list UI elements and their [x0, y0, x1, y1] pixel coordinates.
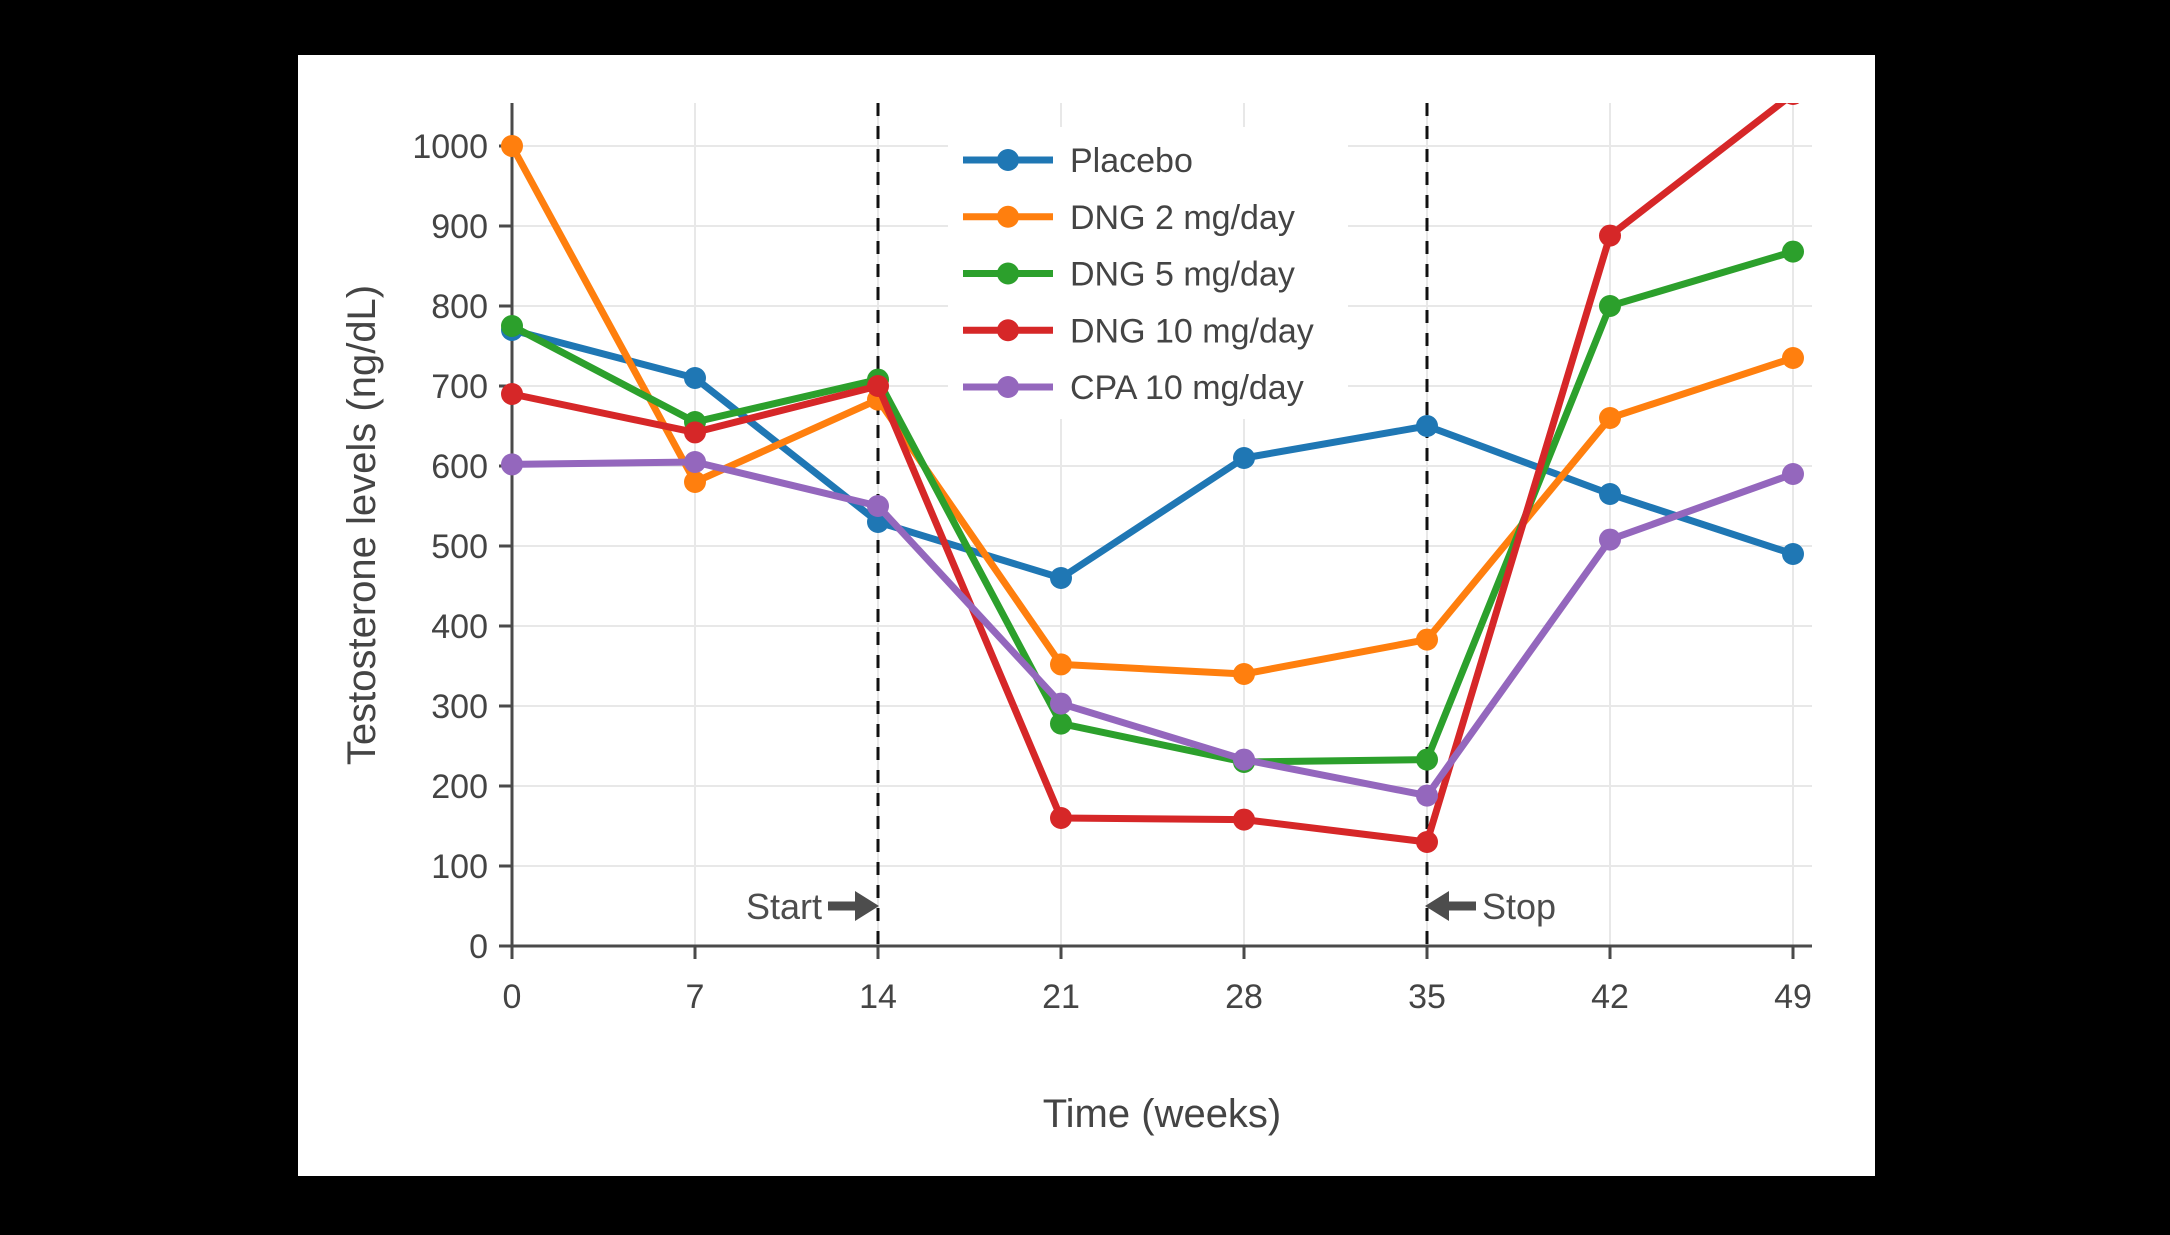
data-point: [1233, 663, 1255, 685]
x-tick-label: 21: [1042, 978, 1080, 1016]
data-point: [1782, 347, 1804, 369]
x-tick-label: 7: [686, 978, 705, 1016]
y-tick-label: 0: [469, 928, 488, 966]
y-tick-label: 800: [431, 288, 488, 326]
data-point: [1233, 447, 1255, 469]
y-tick-label: 1000: [412, 128, 488, 166]
y-axis-title: Testosterone levels (ng/dL): [340, 285, 384, 765]
data-series: [501, 103, 1804, 853]
data-point: [684, 421, 706, 444]
data-point: [1416, 831, 1438, 853]
data-point: [1599, 407, 1621, 429]
legend-label: Placebo: [1070, 142, 1193, 180]
legend-label: DNG 5 mg/day: [1070, 256, 1295, 294]
left-arrow-icon: [1425, 891, 1476, 921]
x-tick-label: 0: [503, 978, 522, 1016]
legend-marker: [997, 149, 1019, 171]
y-tick-label: 700: [431, 368, 488, 406]
axes: [499, 103, 1812, 959]
x-tick-label: 28: [1225, 978, 1263, 1016]
data-point: [1050, 653, 1072, 676]
tick-labels: 0 100 200 300 400 500 600 700 800 900 1000 0 7 14 21 28…: [412, 128, 1812, 1016]
legend-item-dng-5-mg-day[interactable]: DNG 5 mg/day: [963, 256, 1295, 294]
data-point: [501, 453, 523, 476]
legend-marker: [997, 319, 1019, 342]
data-point: [867, 495, 889, 517]
x-tick-label: 14: [859, 978, 897, 1016]
series-dng-10-mg-day: [501, 103, 1800, 853]
chart-card: 0 100 200 300 400 500 600 700 800 900 1000 0 7 14 21 28…: [298, 55, 1875, 1176]
legend-label: DNG 2 mg/day: [1070, 199, 1295, 237]
data-point: [867, 375, 889, 397]
legend: Placebo DNG 2 mg/day DNG 5 mg/day DNG 10 mg…: [963, 142, 1314, 407]
data-point: [1599, 528, 1621, 551]
legend-item-dng-10-mg-day[interactable]: DNG 10 mg/day: [963, 312, 1314, 350]
y-tick-label: 500: [431, 528, 488, 566]
data-point: [1782, 463, 1804, 485]
series-cpa-10-mg-day: [501, 451, 1804, 807]
start-annotation: Start: [746, 886, 879, 927]
y-tick-label: 600: [431, 448, 488, 486]
data-point: [501, 135, 523, 157]
legend-item-placebo[interactable]: Placebo: [963, 142, 1193, 180]
x-axis-title: Time (weeks): [1043, 1092, 1282, 1136]
data-point: [1233, 748, 1255, 771]
series-line: [508, 248, 1797, 766]
data-point: [1233, 808, 1255, 831]
stop-annotation: Stop: [1425, 886, 1556, 927]
stop-label: Stop: [1482, 886, 1556, 927]
legend-item-dng-2-mg-day[interactable]: DNG 2 mg/day: [963, 199, 1295, 237]
y-tick-label: 900: [431, 208, 488, 246]
data-point: [684, 367, 706, 389]
legend-marker: [997, 205, 1019, 228]
data-point: [1416, 748, 1438, 771]
data-point: [1050, 807, 1072, 829]
data-point: [1416, 628, 1438, 651]
legend-marker: [997, 376, 1019, 398]
data-point: [1050, 692, 1072, 715]
data-point: [1782, 240, 1804, 263]
series-line: [508, 458, 1797, 800]
right-arrow-icon: [828, 891, 879, 921]
legend-label: DNG 10 mg/day: [1070, 312, 1314, 350]
data-point: [501, 315, 523, 337]
legend-marker: [997, 262, 1019, 285]
data-point: [1050, 567, 1072, 589]
data-point: [1599, 483, 1621, 505]
data-point: [684, 451, 706, 473]
x-tick-label: 42: [1591, 978, 1629, 1016]
data-point: [1050, 712, 1072, 735]
legend-label: CPA 10 mg/day: [1070, 369, 1304, 407]
series-line: [508, 326, 1797, 582]
data-point: [501, 383, 523, 405]
data-point: [1599, 295, 1621, 317]
data-point: [1416, 415, 1438, 437]
data-point: [1599, 224, 1621, 247]
data-point: [684, 471, 706, 493]
legend-item-cpa-10-mg-day[interactable]: CPA 10 mg/day: [963, 369, 1304, 407]
x-tick-label: 49: [1774, 978, 1812, 1016]
start-label: Start: [746, 886, 822, 927]
testosterone-line-chart: 0 100 200 300 400 500 600 700 800 900 1000 0 7 14 21 28…: [340, 103, 1812, 1136]
data-point: [1416, 784, 1438, 807]
series-line: [508, 103, 1788, 846]
y-tick-label: 200: [431, 768, 488, 806]
y-tick-label: 300: [431, 688, 488, 726]
data-point: [1786, 103, 1800, 105]
x-tick-label: 35: [1408, 978, 1446, 1016]
y-tick-label: 100: [431, 848, 488, 886]
data-point: [1782, 543, 1804, 565]
y-tick-label: 400: [431, 608, 488, 646]
